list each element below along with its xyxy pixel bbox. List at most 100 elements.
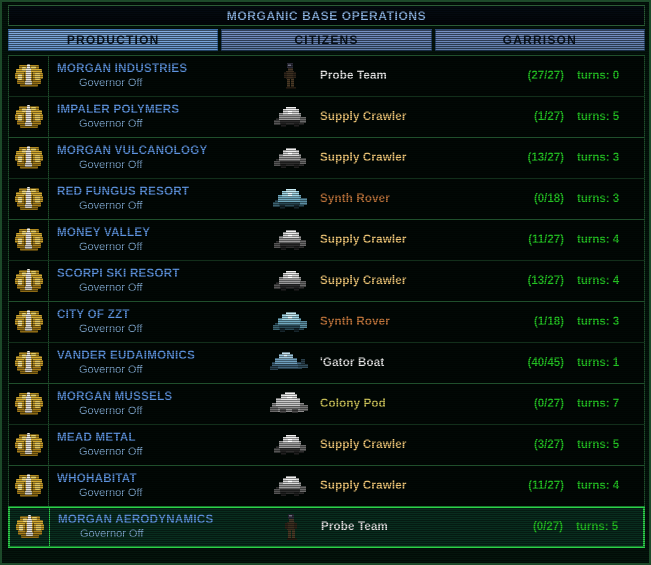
tab-production[interactable]: PRODUCTION <box>8 29 219 51</box>
base-row[interactable]: MEAD METAL Governor Off Supply Crawler (3/2… <box>8 424 645 466</box>
turns-remaining: turns: 5 <box>576 521 619 533</box>
base-name-cell[interactable]: RED FUNGUS RESORT Governor Off <box>49 179 264 219</box>
base-name-cell[interactable]: MEAD METAL Governor Off <box>49 425 264 465</box>
base-name-cell[interactable]: MORGAN MUSSELS Governor Off <box>49 384 264 424</box>
production-progress-cell: (0/27) turns: 5 <box>474 508 643 546</box>
base-row[interactable]: MORGAN MUSSELS Governor Off Colony Pod (0/2… <box>8 383 645 425</box>
base-city-icon <box>13 225 45 255</box>
base-icon-cell[interactable] <box>9 343 49 383</box>
minerals-progress: (0/18) <box>533 193 564 205</box>
unit-icon-cell <box>264 302 316 342</box>
base-city-icon <box>13 266 45 296</box>
base-icon-cell[interactable] <box>9 97 49 137</box>
base-icon-cell[interactable] <box>9 384 49 424</box>
base-row[interactable]: IMPALER POLYMERS Governor Off Supply Crawl… <box>8 96 645 138</box>
base-name-cell[interactable]: VANDER EUDAIMONICS Governor Off <box>49 343 264 383</box>
base-city-icon <box>13 348 45 378</box>
base-name-cell[interactable]: WHOHABITAT Governor Off <box>49 466 264 506</box>
minerals-progress: (1/18) <box>533 316 564 328</box>
base-row[interactable]: CITY OF ZZT Governor Off Synth Rover (1/18)… <box>8 301 645 343</box>
production-progress-cell: (13/27) turns: 3 <box>475 138 644 178</box>
base-name-cell[interactable]: CITY OF ZZT Governor Off <box>49 302 264 342</box>
unit-name-cell[interactable]: Supply Crawler <box>316 97 475 137</box>
unit-name: Supply Crawler <box>320 480 407 492</box>
unit-name-cell[interactable]: Synth Rover <box>316 179 475 219</box>
base-icon-cell[interactable] <box>9 56 49 96</box>
page-title: MORGANIC BASE OPERATIONS <box>226 8 427 23</box>
base-name: VANDER EUDAIMONICS <box>57 349 196 362</box>
unit-name: Probe Team <box>321 521 388 533</box>
base-name: MEAD METAL <box>57 431 136 444</box>
unit-name: Colony Pod <box>320 398 386 410</box>
base-name-cell[interactable]: MONEY VALLEY Governor Off <box>49 220 264 260</box>
unit-name-cell[interactable]: Supply Crawler <box>316 220 475 260</box>
unit-icon-cell <box>264 466 316 506</box>
governor-status: Governor Off <box>79 76 143 89</box>
base-name-cell[interactable]: SCORPI SKI RESORT Governor Off <box>49 261 264 301</box>
unit-name-cell[interactable]: Probe Team <box>317 508 474 546</box>
turns-remaining: turns: 4 <box>577 480 620 492</box>
turns-remaining: turns: 1 <box>577 357 620 369</box>
unit-name: Synth Rover <box>320 193 390 205</box>
base-name-cell[interactable]: MORGAN INDUSTRIES Governor Off <box>49 56 264 96</box>
unit-name-cell[interactable]: Synth Rover <box>316 302 475 342</box>
base-icon-cell[interactable] <box>9 179 49 219</box>
base-row[interactable]: MORGAN VULCANOLOGY Governor Off Supply Cra… <box>8 137 645 179</box>
unit-name: Supply Crawler <box>320 111 407 123</box>
tab-citizens[interactable]: CITIZENS <box>221 29 432 51</box>
base-row[interactable]: RED FUNGUS RESORT Governor Off Synth Rover… <box>8 178 645 220</box>
tab-garrison[interactable]: GARRISON <box>434 29 645 51</box>
base-name: MORGAN AERODYNAMICS <box>58 513 214 526</box>
base-row[interactable]: MONEY VALLEY Governor Off Supply Crawler (1… <box>8 219 645 261</box>
unit-name-cell[interactable]: Supply Crawler <box>316 466 475 506</box>
minerals-progress: (27/27) <box>527 70 564 82</box>
minerals-progress: (11/27) <box>528 480 564 492</box>
base-city-icon <box>13 102 45 132</box>
base-name: CITY OF ZZT <box>57 308 130 321</box>
supply-crawler-icon <box>268 225 312 255</box>
base-icon-cell[interactable] <box>10 508 50 546</box>
unit-name-cell[interactable]: Probe Team <box>316 56 475 96</box>
base-row[interactable]: SCORPI SKI RESORT Governor Off Supply Craw… <box>8 260 645 302</box>
unit-name-cell[interactable]: Supply Crawler <box>316 261 475 301</box>
base-row-selected[interactable]: MORGAN AERODYNAMICS Governor Off Probe Tea… <box>8 506 645 548</box>
base-icon-cell[interactable] <box>9 466 49 506</box>
minerals-progress: (13/27) <box>527 275 564 287</box>
supply-crawler-icon <box>268 266 312 296</box>
production-progress-cell: (11/27) turns: 4 <box>475 220 644 260</box>
governor-status: Governor Off <box>79 199 143 212</box>
base-row[interactable]: WHOHABITAT Governor Off Supply Crawler (11/… <box>8 465 645 507</box>
unit-icon-cell <box>264 179 316 219</box>
unit-name-cell[interactable]: Supply Crawler <box>316 425 475 465</box>
tab-texture <box>435 30 644 50</box>
unit-name-cell[interactable]: Supply Crawler <box>316 138 475 178</box>
synth-rover-icon <box>268 184 312 214</box>
unit-name-cell[interactable]: 'Gator Boat <box>316 343 475 383</box>
unit-icon-cell <box>264 97 316 137</box>
unit-icon-cell <box>264 220 316 260</box>
gator-boat-icon <box>268 348 312 378</box>
base-icon-cell[interactable] <box>9 261 49 301</box>
base-row[interactable]: MORGAN INDUSTRIES Governor Off Probe Team (… <box>8 55 645 97</box>
tab-texture <box>222 30 431 50</box>
production-progress-cell: (27/27) turns: 0 <box>475 56 644 96</box>
unit-name-cell[interactable]: Colony Pod <box>316 384 475 424</box>
base-icon-cell[interactable] <box>9 220 49 260</box>
turns-remaining: turns: 4 <box>577 275 620 287</box>
base-name-cell[interactable]: MORGAN AERODYNAMICS Governor Off <box>50 508 265 546</box>
production-progress-cell: (1/18) turns: 3 <box>475 302 644 342</box>
base-icon-cell[interactable] <box>9 425 49 465</box>
turns-remaining: turns: 5 <box>577 439 620 451</box>
tab-label: CITIZENS <box>294 33 359 47</box>
base-icon-cell[interactable] <box>9 302 49 342</box>
base-name-cell[interactable]: MORGAN VULCANOLOGY Governor Off <box>49 138 264 178</box>
probe-team-icon <box>268 61 312 91</box>
base-name-cell[interactable]: IMPALER POLYMERS Governor Off <box>49 97 264 137</box>
supply-crawler-icon <box>268 102 312 132</box>
base-name: MORGAN VULCANOLOGY <box>57 144 208 157</box>
base-city-icon <box>13 430 45 460</box>
base-row[interactable]: VANDER EUDAIMONICS Governor Off 'Gator Boa… <box>8 342 645 384</box>
base-city-icon <box>13 61 45 91</box>
governor-status: Governor Off <box>79 322 143 335</box>
base-icon-cell[interactable] <box>9 138 49 178</box>
